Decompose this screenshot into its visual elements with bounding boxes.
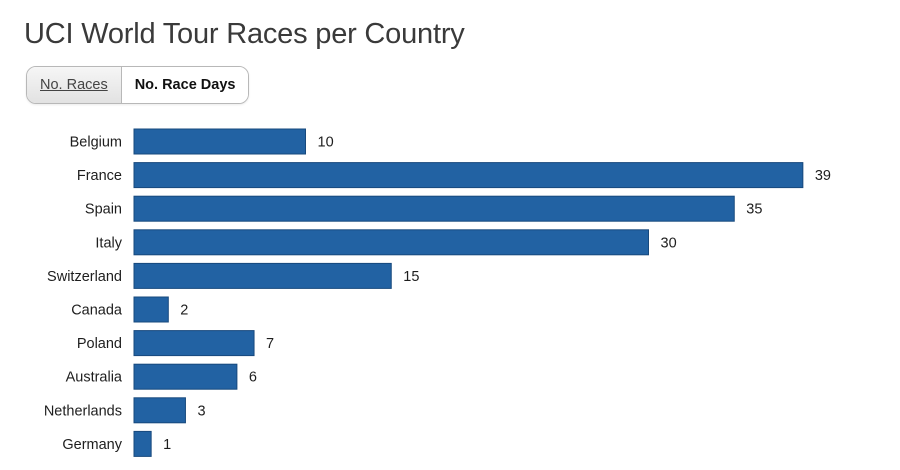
- bar-canada[interactable]: [133, 296, 169, 323]
- category-label: Germany: [62, 437, 122, 453]
- value-label: 30: [661, 235, 677, 251]
- category-label: Belgium: [70, 135, 122, 151]
- value-label: 35: [746, 202, 762, 218]
- bar-germany[interactable]: [133, 430, 152, 457]
- value-label: 7: [266, 336, 274, 352]
- category-label: Canada: [71, 303, 123, 319]
- bar-poland[interactable]: [133, 330, 255, 357]
- bar-spain[interactable]: [133, 195, 735, 222]
- bar-belgium[interactable]: [133, 128, 306, 155]
- bar-australia[interactable]: [133, 363, 238, 390]
- no-races-toggle-button[interactable]: No. Races: [27, 67, 122, 103]
- metric-toggle: No. Races No. Race Days: [26, 66, 250, 104]
- bar-netherlands[interactable]: [133, 397, 186, 424]
- category-label: Australia: [66, 370, 123, 386]
- bar-france[interactable]: [133, 162, 804, 189]
- category-label: Italy: [95, 235, 122, 251]
- category-label: Netherlands: [44, 403, 122, 419]
- bar-switzerland[interactable]: [133, 262, 392, 289]
- category-label: Switzerland: [47, 269, 122, 285]
- page-title: UCI World Tour Races per Country: [24, 18, 465, 50]
- category-label: Spain: [85, 202, 122, 218]
- category-label: Poland: [77, 336, 122, 352]
- value-label: 1: [163, 437, 171, 453]
- value-label: 3: [197, 403, 205, 419]
- value-label: 39: [815, 168, 831, 184]
- value-label: 2: [180, 303, 188, 319]
- bar-italy[interactable]: [133, 229, 649, 256]
- value-label: 15: [403, 269, 419, 285]
- no-race-days-toggle-button[interactable]: No. Race Days: [121, 67, 249, 103]
- value-label: 6: [249, 370, 257, 386]
- value-label: 10: [318, 135, 334, 151]
- category-label: France: [77, 168, 122, 184]
